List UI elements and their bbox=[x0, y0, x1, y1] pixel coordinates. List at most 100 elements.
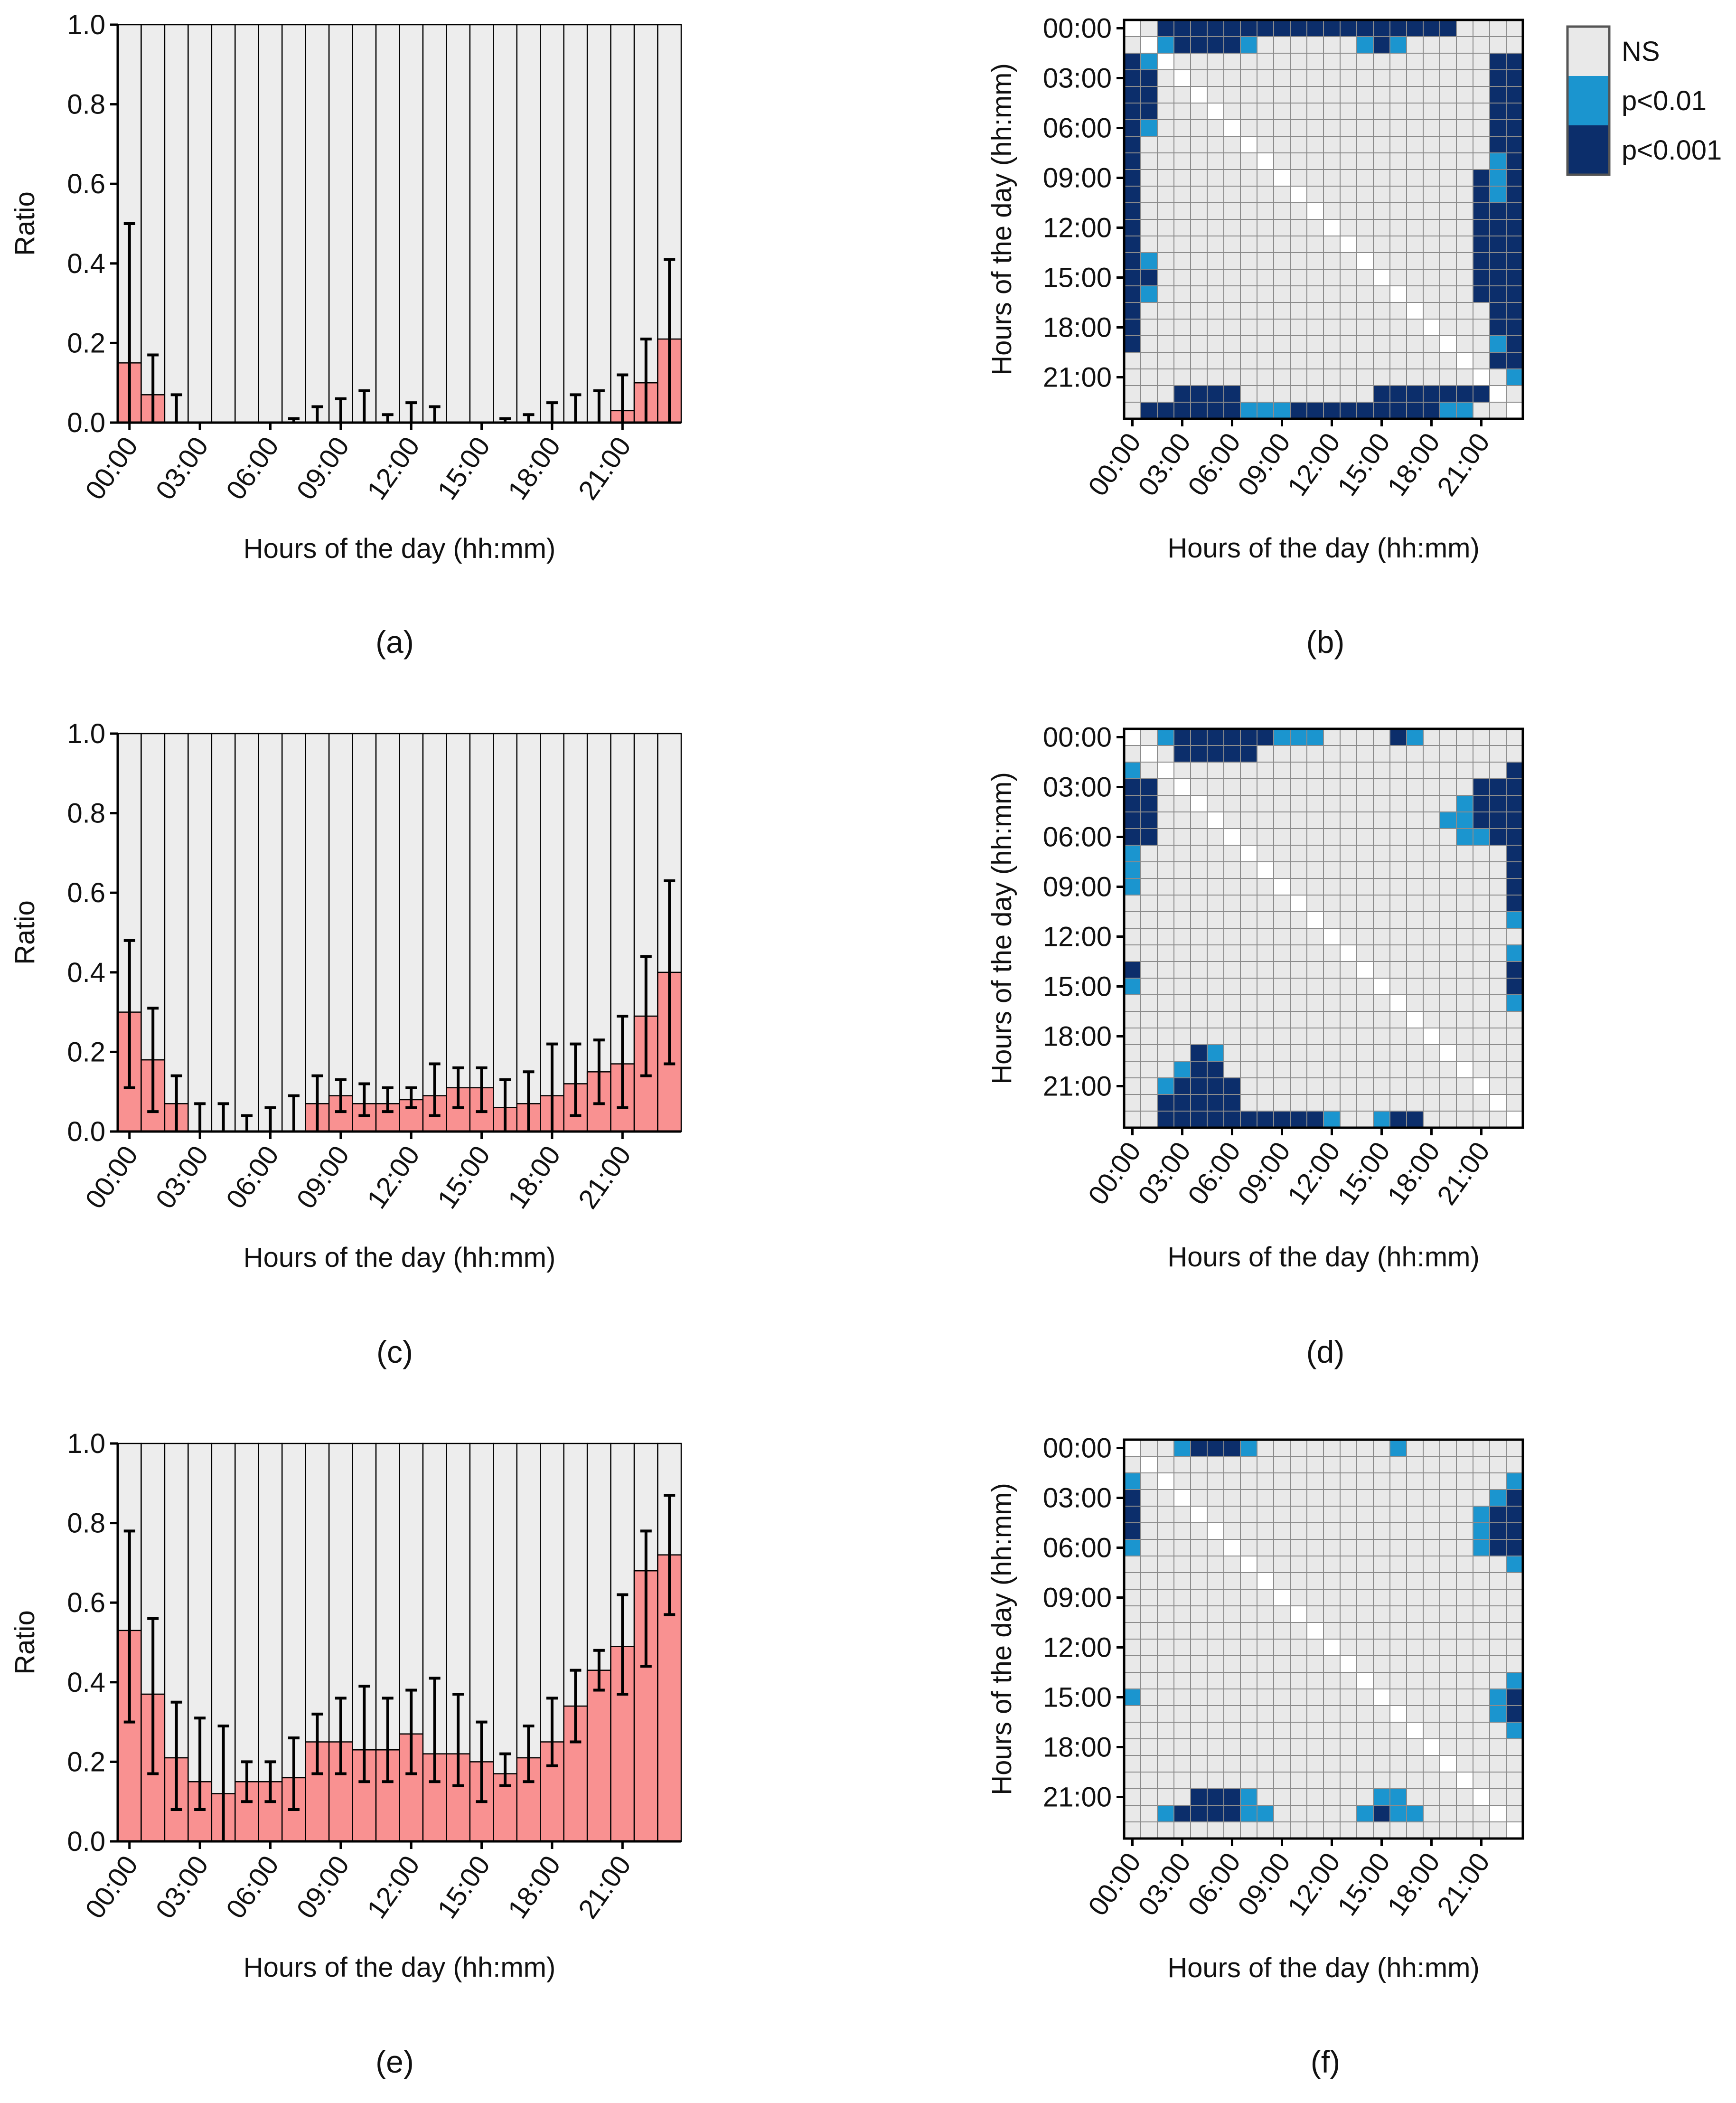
heatmap-cell bbox=[1439, 1572, 1457, 1590]
heatmap-cell bbox=[1240, 319, 1257, 336]
heatmap-cell bbox=[1373, 1456, 1390, 1473]
heatmap-cell bbox=[1173, 1772, 1191, 1789]
heatmap-cell bbox=[1140, 1094, 1158, 1112]
heatmap-cell bbox=[1473, 728, 1490, 746]
heatmap-cell bbox=[1124, 69, 1141, 87]
heatmap-cell bbox=[1240, 978, 1257, 995]
heatmap-cell bbox=[1257, 762, 1274, 779]
heatmap-cell bbox=[1173, 36, 1191, 54]
heatmap-cell bbox=[1423, 1805, 1440, 1822]
heatmap-cell bbox=[1389, 1672, 1407, 1689]
heatmap-cell bbox=[1323, 335, 1341, 353]
heatmap-cell bbox=[1257, 1705, 1274, 1723]
heatmap-cell bbox=[1173, 878, 1191, 896]
heatmap-cell bbox=[1406, 368, 1424, 386]
heatmap-cell bbox=[1190, 778, 1208, 796]
heatmap-cell bbox=[1323, 944, 1341, 962]
heatmap-cell bbox=[1124, 1772, 1141, 1789]
heatmap-cell bbox=[1506, 1688, 1523, 1706]
heatmap-cell bbox=[1173, 1688, 1191, 1706]
heatmap-cell bbox=[1257, 1688, 1274, 1706]
heatmap-cell bbox=[1439, 1655, 1457, 1673]
heatmap-cell bbox=[1124, 1605, 1141, 1623]
heatmap-cell bbox=[1439, 319, 1457, 336]
heatmap-cell bbox=[1406, 269, 1424, 286]
heatmap-cell bbox=[1140, 1044, 1158, 1062]
heatmap-cell bbox=[1190, 978, 1208, 995]
heatmap-cell bbox=[1373, 1705, 1390, 1723]
heatmap-cell bbox=[1190, 1755, 1208, 1773]
heatmap-cell bbox=[1223, 1456, 1241, 1473]
heatmap-cell bbox=[1423, 186, 1440, 203]
x-tick-label: 03:00 bbox=[150, 1850, 215, 1924]
heatmap-cell bbox=[1157, 728, 1174, 746]
heatmap-cell bbox=[1473, 778, 1490, 796]
heatmap-cell bbox=[1356, 36, 1374, 54]
heatmap-cell bbox=[1290, 152, 1307, 170]
x-tick-label: 00:00 bbox=[1082, 427, 1147, 501]
heatmap-cell bbox=[1306, 1028, 1324, 1045]
heatmap-cell bbox=[1173, 169, 1191, 187]
heatmap-cell bbox=[1207, 861, 1224, 879]
heatmap-cell bbox=[1140, 1639, 1158, 1656]
heatmap-cell bbox=[1406, 302, 1424, 320]
heatmap-cell bbox=[1356, 219, 1374, 236]
heatmap-cell bbox=[1173, 119, 1191, 137]
x-tick-label: 18:00 bbox=[502, 1140, 567, 1214]
heatmap-cell bbox=[1240, 1821, 1257, 1839]
heatmap-cell bbox=[1439, 845, 1457, 862]
heatmap-cell bbox=[1456, 745, 1473, 763]
heatmap-cell bbox=[1506, 1028, 1523, 1045]
heatmap-cell bbox=[1389, 169, 1407, 187]
heatmap-cell bbox=[1140, 1788, 1158, 1806]
heatmap-cell bbox=[1373, 1439, 1390, 1457]
heatmap-cell bbox=[1456, 1738, 1473, 1756]
heatmap-cell bbox=[1190, 36, 1208, 54]
heatmap-cell bbox=[1240, 1705, 1257, 1723]
heatmap-cell bbox=[1190, 1688, 1208, 1706]
heatmap-cell bbox=[1356, 861, 1374, 879]
heatmap-cell bbox=[1489, 861, 1507, 879]
heatmap-cell bbox=[1273, 1655, 1291, 1673]
heatmap-cell bbox=[1340, 994, 1357, 1012]
heatmap-cell bbox=[1456, 186, 1473, 203]
heatmap-cell bbox=[1190, 944, 1208, 962]
heatmap-cell bbox=[1456, 252, 1473, 270]
heatmap-cell bbox=[1340, 269, 1357, 286]
heatmap-cell bbox=[1373, 36, 1390, 54]
heatmap-cell bbox=[1373, 845, 1390, 862]
heatmap-cell bbox=[1506, 1539, 1523, 1556]
heatmap-cell bbox=[1340, 1572, 1357, 1590]
heatmap-cell bbox=[1240, 335, 1257, 353]
heatmap-cell bbox=[1340, 845, 1357, 862]
heatmap-cell bbox=[1340, 169, 1357, 187]
y-tick-label: 00:00 bbox=[1043, 1433, 1112, 1464]
heatmap-cell bbox=[1257, 1556, 1274, 1573]
heatmap-cell bbox=[1173, 219, 1191, 236]
heatmap-cell bbox=[1423, 728, 1440, 746]
heatmap-cell bbox=[1506, 136, 1523, 153]
heatmap-cell bbox=[1240, 269, 1257, 286]
heatmap-cell bbox=[1323, 1061, 1341, 1078]
heatmap-cell bbox=[1290, 385, 1307, 403]
heatmap-cell bbox=[1306, 1061, 1324, 1078]
heatmap-cell bbox=[1456, 136, 1473, 153]
heatmap-cell bbox=[1157, 19, 1174, 37]
heatmap-cell bbox=[1157, 1738, 1174, 1756]
heatmap-cell bbox=[1406, 1011, 1424, 1028]
heatmap-cell bbox=[1190, 103, 1208, 120]
heatmap-cell bbox=[1223, 1111, 1241, 1128]
heatmap-cell bbox=[1373, 1722, 1390, 1739]
heatmap-cell bbox=[1190, 1489, 1208, 1507]
heatmap-cell bbox=[1124, 1522, 1141, 1540]
legend-label: p<0.001 bbox=[1622, 135, 1722, 166]
x-tick-label: 06:00 bbox=[220, 1140, 285, 1214]
heatmap-cell bbox=[1489, 1805, 1507, 1822]
heatmap-cell bbox=[1306, 1094, 1324, 1112]
heatmap-cell bbox=[1473, 152, 1490, 170]
heatmap-cell bbox=[1323, 1622, 1341, 1640]
y-tick-label: 12:00 bbox=[1043, 922, 1112, 952]
heatmap-cell bbox=[1489, 1061, 1507, 1078]
heatmap-frame bbox=[1123, 727, 1524, 1129]
heatmap-cell bbox=[1140, 728, 1158, 746]
